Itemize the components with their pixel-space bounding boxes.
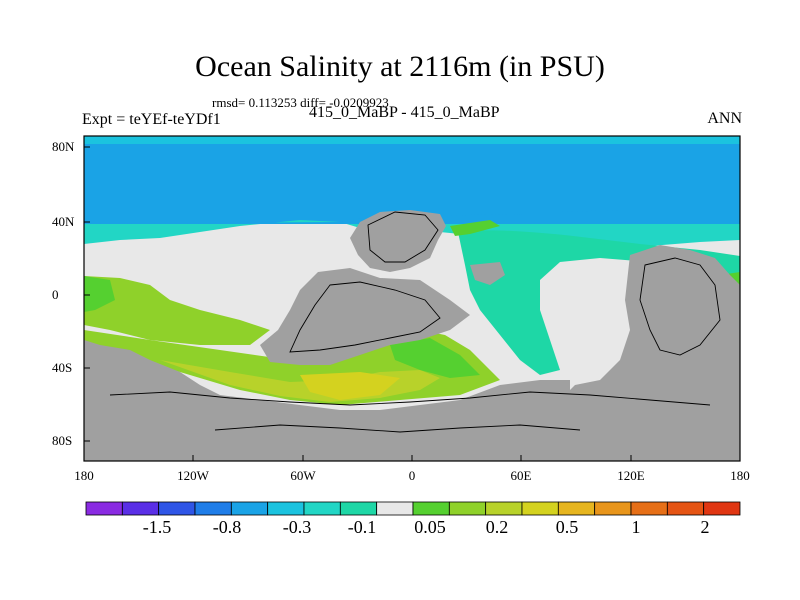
colorbar-swatch (448, 501, 487, 516)
coastlines (109, 211, 721, 433)
coastline-east (639, 257, 721, 356)
map-title: Ocean Salinity at 2116m (in PSU) (195, 50, 605, 83)
coastline-central (289, 281, 441, 353)
x-tick-label: 180 (74, 468, 94, 483)
tropical-salty-region (84, 276, 270, 345)
x-tick-label: 180 (730, 468, 750, 483)
season-label: ANN (707, 110, 742, 127)
colorbar-label: 0.2 (485, 517, 509, 537)
x-tick-label: 0 (408, 468, 416, 483)
colorbar-swatch (521, 501, 559, 516)
north-salty-patch (450, 220, 500, 236)
colorbar-swatch (194, 501, 232, 516)
colorbar-label: -0.3 (282, 517, 312, 537)
land-masses (84, 210, 740, 461)
arctic-band-edge (84, 136, 740, 144)
colorbar-swatch (666, 501, 705, 516)
colorbar-swatch (485, 501, 523, 516)
colorbar (85, 501, 741, 516)
colorbar-label: -0.8 (212, 517, 242, 537)
y-tick-label: 40N (52, 214, 75, 229)
colorbar-swatch (158, 501, 196, 516)
south-atlantic-salty (390, 338, 480, 378)
coastline-north (367, 211, 439, 263)
colorbar-label: 2 (700, 517, 710, 537)
map-plot-area (84, 136, 740, 461)
coastline-south (109, 391, 711, 406)
experiment-label: Expt = teYEf-teYDf1 (82, 111, 221, 128)
y-tick-label: 80N (52, 139, 75, 154)
colorbar-swatch (557, 501, 596, 516)
x-tick-label: 120W (177, 468, 209, 483)
y-tick-label: 40S (52, 360, 73, 375)
colorbar-swatch (267, 501, 305, 516)
colorbar-swatch (85, 501, 123, 516)
colorbar-swatch (376, 501, 414, 516)
southern-salty-peak (300, 372, 400, 400)
colorbar-swatch (412, 501, 450, 516)
colorbar-label: 0.05 (414, 517, 446, 537)
stats-subtitle: rmsd= 0.113253 diff= -0.0209923 (212, 95, 389, 110)
land-island (470, 262, 505, 285)
colorbar-swatch (594, 501, 632, 516)
land-east-block (560, 245, 740, 461)
colorbar-label: -0.1 (347, 517, 377, 537)
colorbar-swatch (121, 501, 160, 516)
colorbar-swatch (630, 501, 668, 516)
y-tick-label: 80S (52, 433, 73, 448)
y-tick-label: 0 (52, 287, 59, 302)
colorbar-label: 1 (631, 517, 641, 537)
colorbar-label: 0.5 (555, 517, 579, 537)
colorbar-swatch (339, 501, 378, 516)
colorbar-swatch (303, 501, 341, 516)
land-south-block (84, 340, 570, 461)
x-tick-label: 120E (617, 468, 645, 483)
period-label: 415_0_MaBP - 415_0_MaBP (309, 104, 500, 121)
x-tick-label: 60W (290, 468, 316, 483)
west-salty-patch (84, 276, 115, 312)
land-central-block (260, 268, 470, 365)
colorbar-label: -1.5 (142, 517, 172, 537)
axis-ticks (83, 146, 741, 461)
x-tick-label: 60E (510, 468, 532, 483)
colorbar-swatch (703, 501, 741, 516)
colorbar-swatch (230, 501, 269, 516)
coastline-antarctic (214, 424, 581, 433)
land-north-block (350, 210, 446, 272)
